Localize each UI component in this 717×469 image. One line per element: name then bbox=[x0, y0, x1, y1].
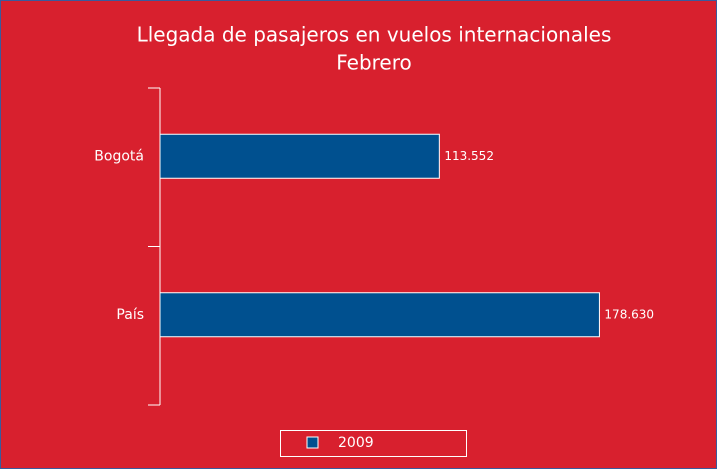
bar bbox=[159, 133, 440, 179]
value-label: 113.552 bbox=[444, 149, 494, 163]
chart-title: Llegada de pasajeros en vuelos internaci… bbox=[137, 23, 612, 47]
chart-subtitle: Febrero bbox=[336, 51, 412, 75]
legend-label: 2009 bbox=[338, 435, 374, 451]
y-tick-label: Bogotá bbox=[94, 148, 144, 164]
y-tick-label: País bbox=[116, 307, 144, 323]
legend-swatch bbox=[306, 436, 319, 449]
value-label: 178.630 bbox=[604, 307, 654, 321]
bar bbox=[159, 292, 600, 338]
legend-box bbox=[280, 430, 467, 457]
